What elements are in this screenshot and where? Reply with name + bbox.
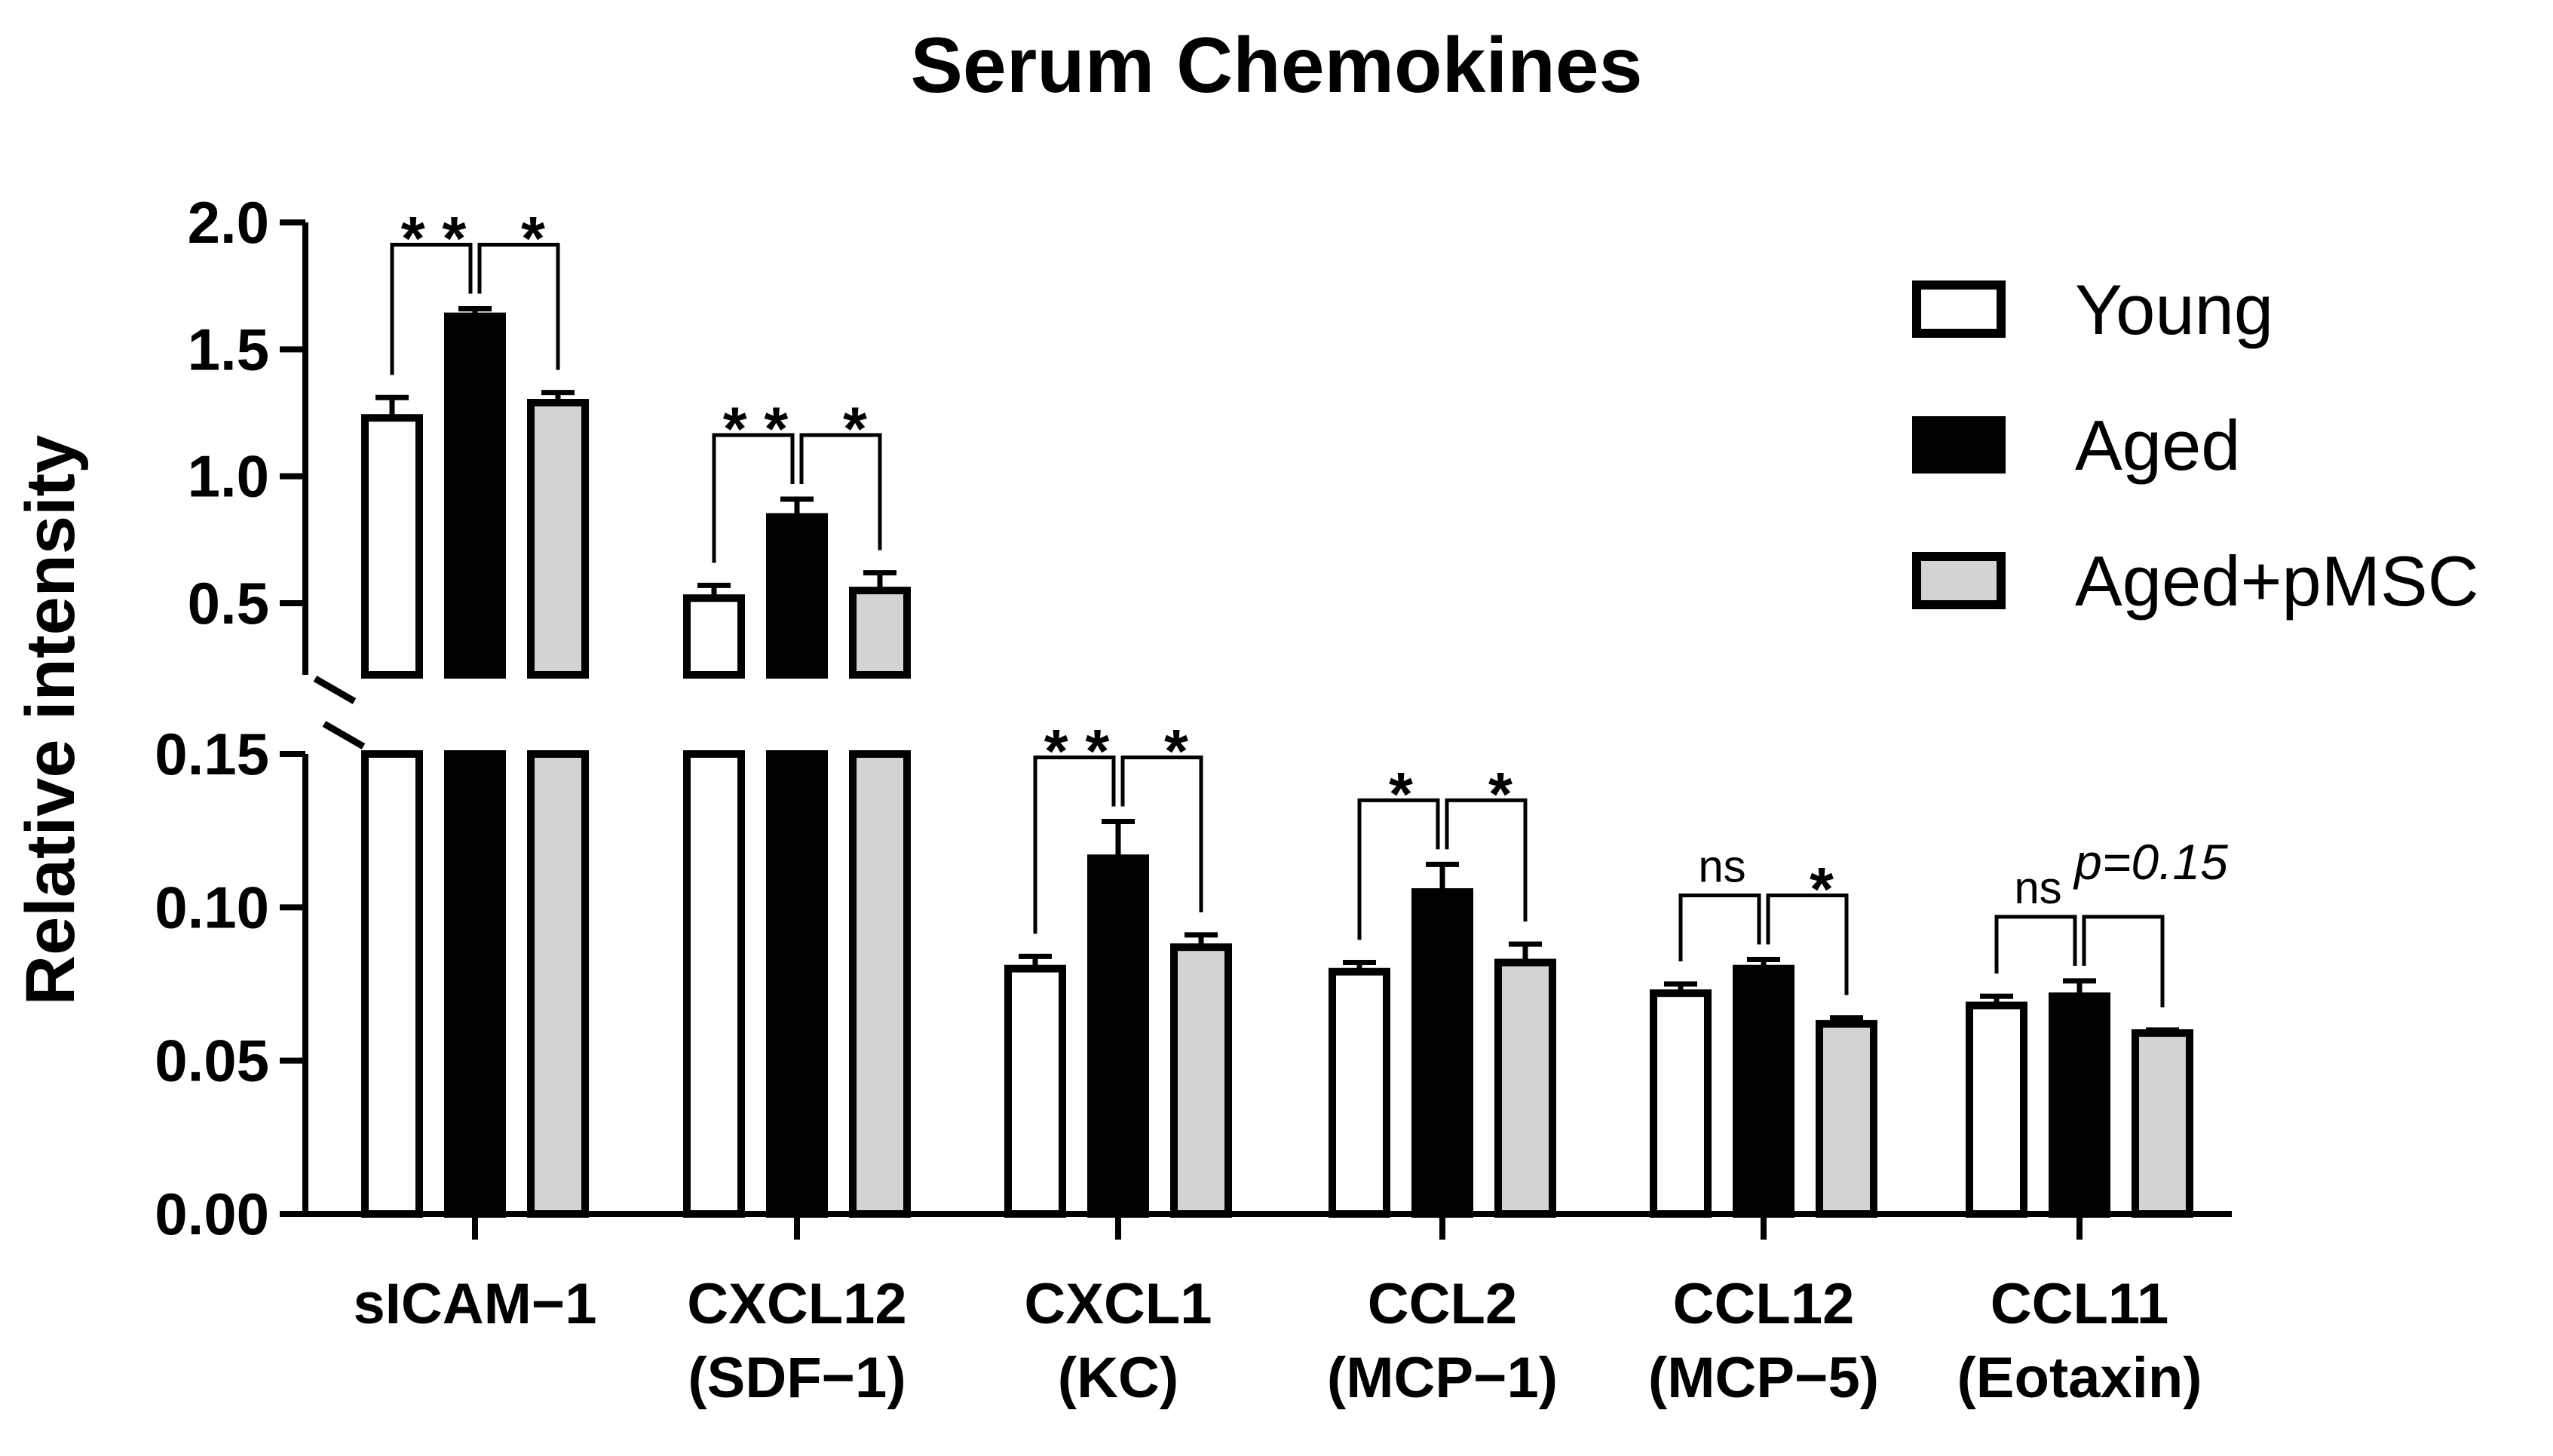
x-tick-label: (MCP−1) <box>1327 1346 1558 1410</box>
x-tick-label: (Eotaxin) <box>1957 1346 2202 1410</box>
bar <box>849 750 911 1218</box>
significance-label: * <box>521 204 545 273</box>
significance-label: * <box>1810 855 1834 924</box>
y-tick-label: 2.0 <box>188 189 269 256</box>
plot-area: 0.00 0.05 0.10 0.15 0.5 1.0 1.5 2.0 sICAM−1 CXCL1… <box>155 189 2232 1410</box>
significance-label: * <box>1389 760 1413 829</box>
y-axis-label: Relative intensity <box>12 435 89 1006</box>
significance-bracket <box>1766 893 1849 995</box>
y-tick-label: 0.10 <box>155 874 269 940</box>
significance-bracket <box>477 242 560 370</box>
bar <box>683 594 745 679</box>
bar <box>444 750 506 1218</box>
bar <box>1494 958 1556 1218</box>
legend-label: Aged+pMSC <box>2075 541 2479 621</box>
significance-bracket <box>390 242 473 375</box>
bar <box>2132 1029 2193 1218</box>
y-tick-label: 0.00 <box>155 1181 269 1247</box>
bar <box>683 750 745 1218</box>
bar <box>1966 1001 2027 1218</box>
bar <box>527 399 589 679</box>
significance-bracket <box>1033 755 1116 934</box>
y-tick-label: 0.15 <box>155 721 269 787</box>
legend-label: Young <box>2075 270 2273 349</box>
chart-title: Serum Chemokines <box>911 22 1643 109</box>
legend: Young Aged Aged+pMSC <box>1912 270 2479 621</box>
legend-swatch <box>1912 416 2006 474</box>
significance-label: ns <box>2014 863 2061 913</box>
significance-label: ns <box>1698 841 1745 891</box>
bar <box>527 750 589 1218</box>
x-tick-label: (SDF−1) <box>688 1346 906 1410</box>
bar <box>1816 1019 1877 1218</box>
significance-label: * <box>1488 760 1512 829</box>
bar <box>361 750 423 1218</box>
significance-bracket <box>1445 798 1528 922</box>
significance-bracket <box>1357 798 1440 940</box>
x-tick-label: (KC) <box>1058 1346 1178 1410</box>
significance-bracket <box>799 433 882 550</box>
y-tick-label: 1.0 <box>188 443 269 510</box>
significance-bracket <box>2082 915 2165 1007</box>
bar <box>361 414 423 679</box>
x-tick-label: CCL2 <box>1368 1272 1517 1336</box>
bar <box>444 312 506 679</box>
significance-bracket <box>1678 893 1761 961</box>
x-tick-label: CXCL12 <box>687 1272 906 1336</box>
significance-p-value: p=0.15 <box>2073 834 2228 890</box>
significance-bracket <box>1994 915 2077 974</box>
x-tick-label: CXCL1 <box>1024 1272 1212 1336</box>
bar <box>766 513 828 679</box>
significance-label: * * <box>401 204 467 273</box>
bar <box>1087 854 1149 1218</box>
x-tick-label: CCL12 <box>1673 1272 1855 1336</box>
bar <box>1329 967 1390 1218</box>
bar <box>849 587 911 679</box>
y-tick-label: 0.05 <box>155 1028 269 1094</box>
significance-label: * * <box>1044 717 1110 786</box>
axis-break-mark <box>313 676 357 704</box>
significance-bracket <box>1120 755 1203 912</box>
bar <box>1004 964 1066 1218</box>
significance-bracket <box>712 433 795 563</box>
bar <box>1650 989 1712 1218</box>
significance-label: * <box>1164 717 1188 786</box>
legend-swatch <box>1912 280 2006 338</box>
significance-label: * <box>843 395 867 464</box>
significance-label: * * <box>723 395 789 464</box>
y-tick-label: 1.5 <box>188 316 269 382</box>
bar <box>766 750 828 1218</box>
bar <box>1170 943 1232 1218</box>
bar <box>2049 992 2110 1218</box>
y-tick-label: 0.5 <box>188 570 269 636</box>
x-tick-label: (MCP−5) <box>1648 1346 1879 1410</box>
bar <box>1733 964 1794 1218</box>
bar <box>1411 888 1473 1218</box>
x-tick-label: CCL11 <box>1991 1272 2169 1336</box>
axis-break-mark <box>322 721 366 749</box>
x-tick-label: sICAM−1 <box>353 1272 596 1336</box>
legend-swatch <box>1912 552 2006 609</box>
legend-label: Aged <box>2075 406 2241 485</box>
